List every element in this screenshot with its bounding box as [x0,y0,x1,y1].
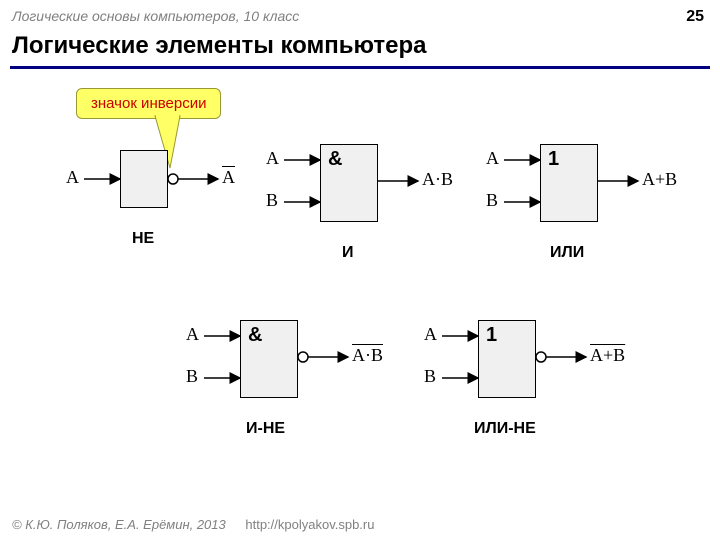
gate-nand-symbol: & [248,324,262,347]
gate-or-symbol: 1 [548,148,559,171]
gate-or-label: ИЛИ [550,244,584,262]
gate-not-output-label: A [222,167,235,188]
gate-nand-input-1-label: B [186,366,198,387]
gate-and-input-1-label: B [266,190,278,211]
gate-nor-input-1-label: B [424,366,436,387]
copyright-text: © К.Ю. Поляков, Е.А. Ерёмин, 2013 [12,517,226,532]
gate-nor-input-0-label: A [424,324,437,345]
gate-not-box [120,150,168,208]
gate-not-label: НЕ [132,230,154,248]
gate-nor-symbol: 1 [486,324,497,347]
gate-nand-output-label: A·B [352,345,383,366]
gate-or-output-label: A+B [642,169,677,190]
page-title: Логические элементы компьютера [12,32,427,60]
title-underline [10,66,710,69]
gate-nor-output-label: A+B [590,345,625,366]
gate-and-symbol: & [328,148,342,171]
gate-not-input-0-label: A [66,167,79,188]
inversion-callout: значок инверсии [76,88,221,119]
gate-or-input-0-label: A [486,148,499,169]
gate-nor-label: ИЛИ-НЕ [474,420,536,438]
course-header: Логические основы компьютеров, 10 класс [12,8,299,24]
gate-or-input-1-label: B [486,190,498,211]
gate-nand-input-0-label: A [186,324,199,345]
gate-nand-label: И-НЕ [246,420,285,438]
footer: © К.Ю. Поляков, Е.А. Ерёмин, 2013 http:/… [12,517,374,532]
callout-text: значок инверсии [91,95,206,112]
diagram-svg [0,0,720,540]
gate-and-input-0-label: A [266,148,279,169]
footer-url: http://kpolyakov.spb.ru [245,517,374,532]
gate-and-output-label: A·B [422,169,453,190]
page-number: 25 [686,8,704,26]
gate-and-label: И [342,244,354,262]
